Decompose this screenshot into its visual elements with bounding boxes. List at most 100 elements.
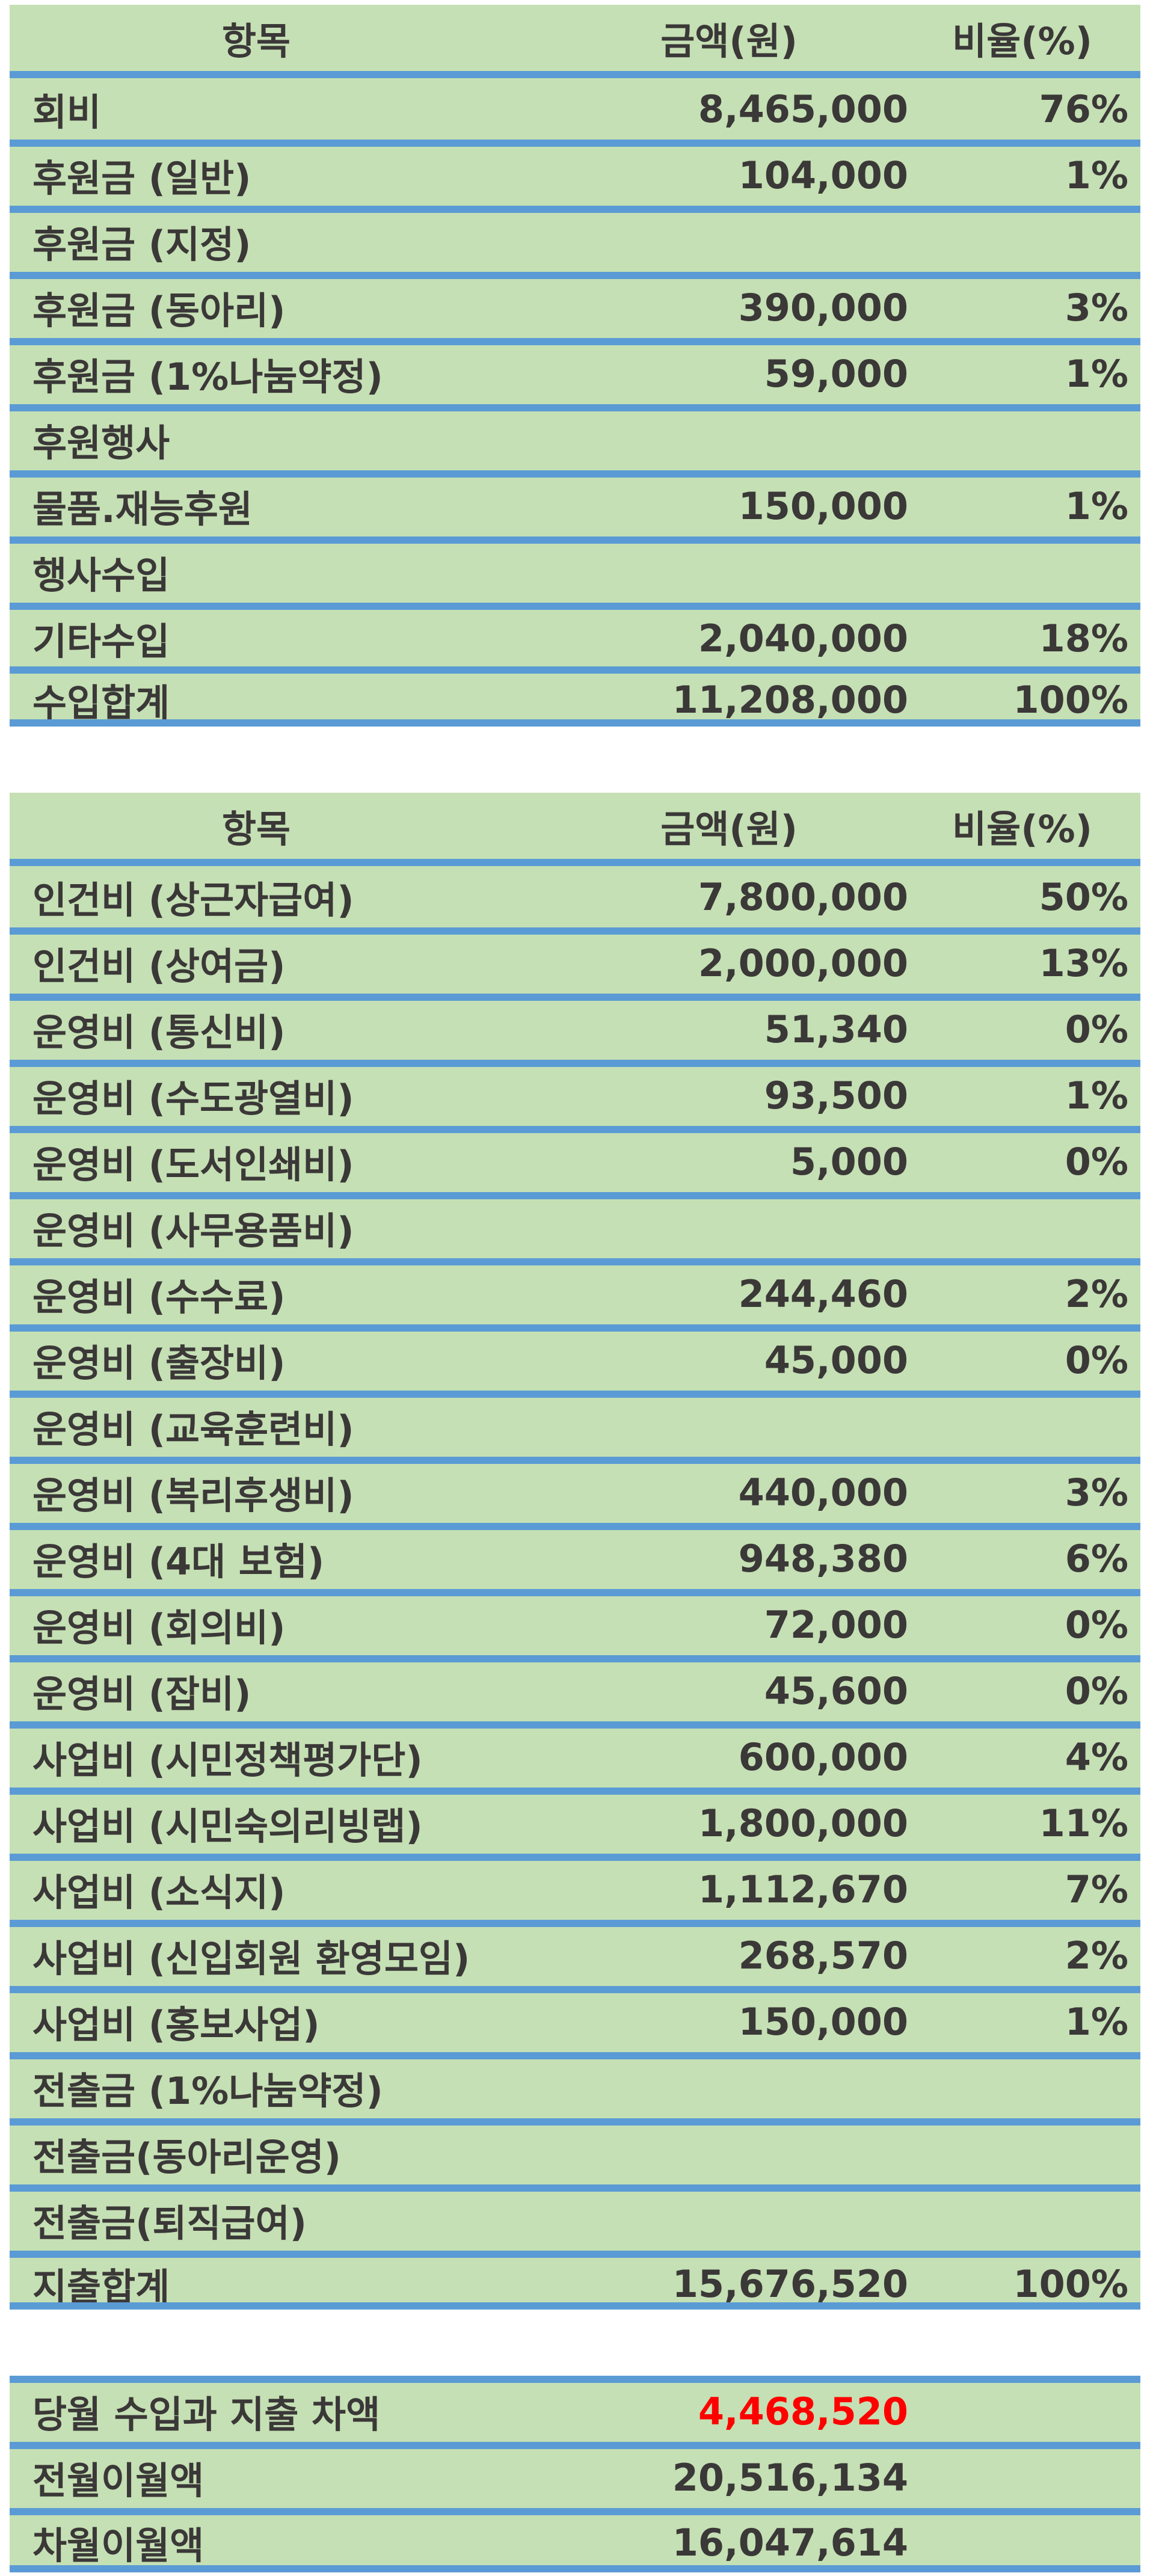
row-separator [10, 666, 1140, 674]
table-row: 후원금 (일반) 104,000 1% [10, 144, 1140, 206]
income-total-row: 수입합계 11,208,000 100% [10, 669, 1140, 730]
table-row: 후원금 (지정) [10, 211, 1140, 272]
row-ratio: 18% [1039, 616, 1128, 660]
row-ratio: 2% [1065, 1933, 1128, 1978]
row-ratio: 1% [1065, 1999, 1128, 2044]
table-row: 운영비 (교육훈련비) [10, 1395, 1140, 1457]
row-amount: 2,000,000 [698, 941, 908, 985]
table-row: 운영비 (복리후생비) 440,000 3% [10, 1462, 1140, 1523]
table-row: 물품.재능후원 150,000 1% [10, 475, 1140, 536]
table-row: 운영비 (사무용품비) [10, 1197, 1140, 1258]
table-row: 운영비 (출장비) 45,000 0% [10, 1329, 1140, 1391]
row-item: 인건비 (상근자급여) [32, 878, 354, 922]
table-row: 사업비 (시민정책평가단) 600,000 4% [10, 1726, 1140, 1788]
income-header-row: 항목 금액(원) 비율(%) [10, 5, 1140, 71]
row-item: 사업비 (시민정책평가단) [32, 1738, 423, 1782]
row-amount: 8,465,000 [698, 87, 908, 131]
row-item: 전출금(퇴직급여) [32, 2201, 307, 2245]
expense-table: 항목 금액(원) 비율(%) 인건비 (상근자급여) 7,800,000 50%… [10, 793, 1140, 2310]
row-ratio: 50% [1039, 875, 1128, 919]
row-amount: 1,112,670 [698, 1867, 908, 1911]
row-separator [10, 927, 1140, 935]
table-row: 후원금 (1%나눔약정) 59,000 1% [10, 343, 1140, 404]
table-row: 후원행사 [10, 409, 1140, 470]
table-row: 기타수입 2,040,000 18% [10, 607, 1140, 669]
row-separator [10, 1986, 1140, 1993]
row-amount: 268,570 [738, 1933, 908, 1978]
table-row: 인건비 (상근자급여) 7,800,000 50% [10, 866, 1140, 927]
row-amount: 104,000 [738, 153, 908, 197]
row-ratio: 7% [1065, 1867, 1128, 1911]
row-amount: 5,000 [790, 1139, 908, 1184]
header-ratio: 비율(%) [952, 19, 1092, 63]
row-separator [10, 1126, 1140, 1133]
table-row: 전출금(동아리운영) [10, 2123, 1140, 2184]
table-row: 사업비 (신입회원 환영모임) 268,570 2% [10, 1925, 1140, 1986]
row-amount: 45,600 [764, 1668, 908, 1713]
row-item: 전월이월액 [32, 2459, 204, 2503]
row-item: 당월 수입과 지출 차액 [32, 2393, 381, 2436]
header-amount: 금액(원) [660, 19, 798, 63]
row-item: 사업비 (소식지) [32, 1871, 286, 1914]
row-item: 전출금(동아리운영) [32, 2135, 341, 2179]
row-item: 기타수입 [32, 619, 170, 663]
table-row: 운영비 (잡비) 45,600 0% [10, 1660, 1140, 1721]
row-ratio: 100% [1013, 677, 1128, 722]
table-row: 인건비 (상여금) 2,000,000 13% [10, 932, 1140, 994]
row-amount: 51,340 [764, 1007, 908, 1051]
row-separator [10, 140, 1140, 147]
row-ratio: 1% [1065, 1073, 1128, 1117]
row-separator [10, 2565, 1140, 2572]
table-row: 운영비 (회의비) 72,000 0% [10, 1594, 1140, 1655]
row-amount: 20,516,134 [672, 2455, 908, 2500]
row-ratio: 76% [1039, 87, 1128, 131]
row-amount: 150,000 [738, 484, 908, 528]
row-ratio: 1% [1065, 351, 1128, 396]
row-item: 운영비 (4대 보험) [32, 1540, 325, 1584]
row-amount: 72,000 [764, 1602, 908, 1647]
row-separator [10, 404, 1140, 411]
row-separator [10, 2508, 1140, 2515]
row-amount: 15,676,520 [672, 2261, 908, 2306]
row-item: 회비 [32, 90, 102, 134]
row-separator [10, 1457, 1140, 1464]
row-ratio: 1% [1065, 484, 1128, 528]
row-separator [10, 603, 1140, 610]
row-ratio: 100% [1013, 2261, 1128, 2306]
row-separator [10, 338, 1140, 345]
row-item: 운영비 (출장비) [32, 1341, 286, 1385]
row-ratio: 6% [1065, 1536, 1128, 1581]
row-item: 사업비 (신입회원 환영모임) [32, 1937, 470, 1981]
table-row: 운영비 (도서인쇄비) 5,000 0% [10, 1131, 1140, 1192]
row-amount: 948,380 [738, 1536, 908, 1581]
row-separator [10, 2118, 1140, 2126]
table-row: 운영비 (통신비) 51,340 0% [10, 998, 1140, 1060]
row-separator [10, 1788, 1140, 1795]
row-ratio: 3% [1065, 1470, 1128, 1514]
row-item: 후원금 (동아리) [32, 289, 286, 333]
row-item: 운영비 (회의비) [32, 1606, 286, 1650]
row-item: 차월이월액 [32, 2524, 204, 2568]
header-amount: 금액(원) [660, 807, 798, 851]
expense-header-row: 항목 금액(원) 비율(%) [10, 793, 1140, 859]
row-separator [10, 536, 1140, 544]
row-ratio: 2% [1065, 1271, 1128, 1316]
row-separator [10, 2052, 1140, 2059]
row-amount: 7,800,000 [698, 875, 908, 919]
row-amount: 11,208,000 [672, 677, 908, 722]
row-ratio: 4% [1065, 1735, 1128, 1779]
table-row: 전출금(퇴직급여) [10, 2189, 1140, 2251]
row-separator [10, 1324, 1140, 1332]
row-item: 운영비 (수수료) [32, 1275, 286, 1319]
row-item: 물품.재능후원 [32, 487, 253, 531]
row-item: 전출금 (1%나눔약정) [32, 2069, 383, 2113]
row-ratio: 0% [1065, 1338, 1128, 1382]
row-ratio: 0% [1065, 1007, 1128, 1051]
row-separator [10, 1192, 1140, 1199]
row-amount: 59,000 [764, 351, 908, 396]
row-item: 후원금 (1%나눔약정) [32, 355, 383, 399]
row-separator [10, 1391, 1140, 1398]
table-row: 운영비 (4대 보험) 948,380 6% [10, 1528, 1140, 1589]
row-separator [10, 2302, 1140, 2310]
